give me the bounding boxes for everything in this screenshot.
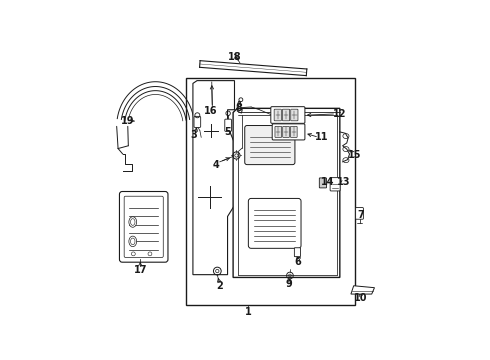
FancyBboxPatch shape [275, 126, 282, 138]
FancyBboxPatch shape [291, 126, 297, 138]
Text: 19: 19 [121, 116, 134, 126]
Text: 7: 7 [357, 210, 364, 220]
Ellipse shape [130, 238, 135, 245]
Text: 14: 14 [321, 177, 334, 187]
FancyBboxPatch shape [274, 109, 281, 121]
Text: 11: 11 [315, 132, 329, 143]
Ellipse shape [343, 134, 349, 139]
Ellipse shape [343, 158, 349, 163]
Text: 9: 9 [285, 279, 292, 289]
Ellipse shape [129, 236, 137, 247]
Text: 4: 4 [212, 159, 219, 170]
Text: 16: 16 [204, 106, 218, 116]
FancyBboxPatch shape [330, 177, 340, 191]
Ellipse shape [343, 147, 349, 152]
Text: 8: 8 [235, 103, 242, 113]
FancyBboxPatch shape [124, 196, 163, 257]
Text: 6: 6 [295, 257, 302, 267]
FancyBboxPatch shape [319, 178, 326, 188]
Text: 12: 12 [333, 109, 346, 119]
Polygon shape [351, 286, 374, 294]
Text: 17: 17 [133, 265, 147, 275]
Text: 1: 1 [245, 307, 252, 317]
Text: 2: 2 [216, 281, 222, 291]
FancyBboxPatch shape [225, 119, 231, 131]
FancyBboxPatch shape [245, 126, 295, 165]
FancyBboxPatch shape [283, 126, 290, 138]
FancyBboxPatch shape [120, 192, 168, 262]
FancyBboxPatch shape [248, 198, 301, 248]
Bar [186, 78, 355, 305]
Polygon shape [233, 108, 340, 278]
Text: 13: 13 [337, 177, 350, 187]
FancyBboxPatch shape [291, 109, 298, 121]
FancyBboxPatch shape [271, 107, 305, 123]
FancyBboxPatch shape [356, 208, 364, 219]
Text: 3: 3 [191, 130, 197, 140]
Ellipse shape [130, 219, 135, 225]
FancyBboxPatch shape [294, 248, 300, 257]
Ellipse shape [129, 217, 137, 227]
FancyBboxPatch shape [282, 109, 290, 121]
Text: 10: 10 [354, 293, 368, 303]
Text: 15: 15 [348, 150, 362, 159]
Polygon shape [193, 81, 235, 275]
FancyBboxPatch shape [194, 116, 201, 127]
FancyBboxPatch shape [272, 124, 305, 140]
Text: 5: 5 [224, 127, 231, 137]
Text: 18: 18 [228, 52, 241, 62]
